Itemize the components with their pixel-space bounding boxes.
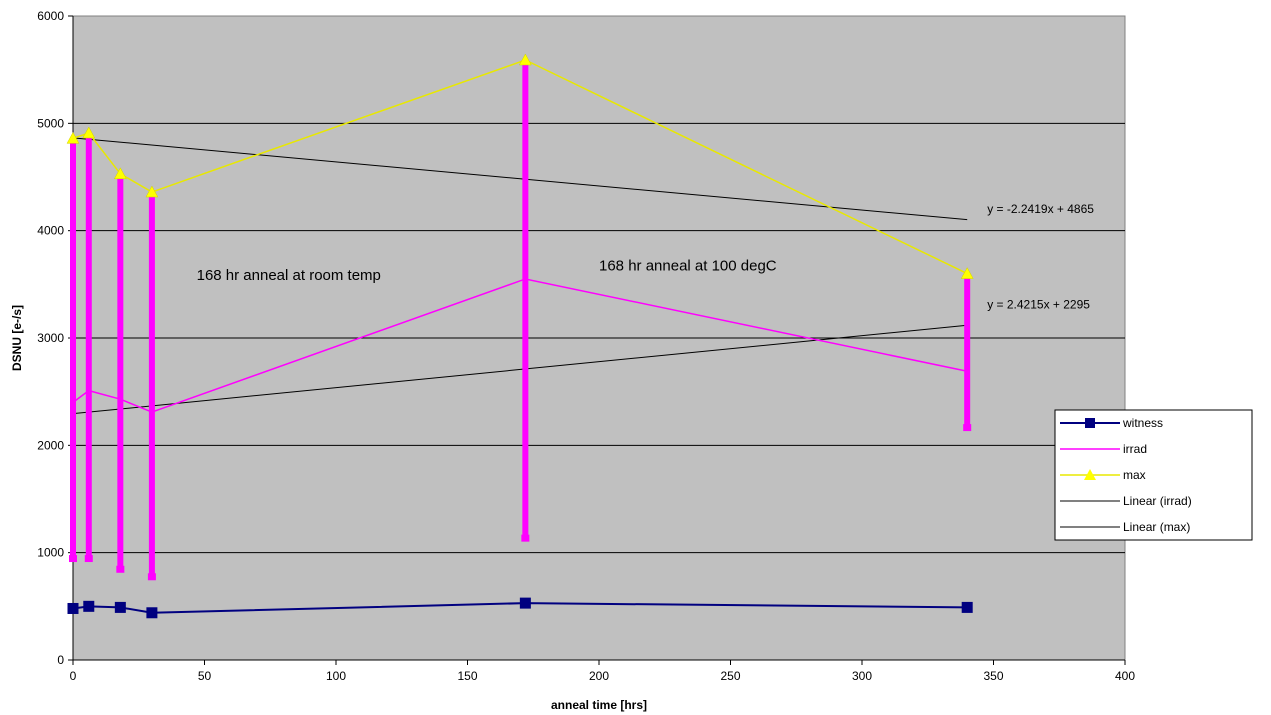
point-max	[82, 126, 96, 139]
legend-label: witness	[1122, 416, 1163, 430]
gridlines	[73, 122, 1125, 554]
x-tick-label: 400	[1115, 669, 1135, 683]
point-witness	[146, 607, 158, 619]
range-bar-low-cap	[116, 565, 125, 573]
x-tick-label: 150	[457, 669, 477, 683]
y-tick-label: 2000	[37, 438, 64, 452]
legend-label: max	[1123, 468, 1146, 482]
x-tick-label: 250	[720, 669, 740, 683]
x-tick-label: 350	[983, 669, 1003, 683]
legend-label: Linear (irrad)	[1123, 494, 1192, 508]
legend-label: Linear (max)	[1123, 520, 1190, 534]
x-tick-label: 200	[589, 669, 609, 683]
trendlines: y = 2.4215x + 2295 y = -2.2419x + 4865	[72, 137, 1094, 415]
legend: witness irrad max Linear (irrad) Linear (max…	[1054, 409, 1253, 541]
point-witness	[83, 600, 95, 612]
y-tick-label: 6000	[37, 9, 64, 23]
legend-marker-witness	[1085, 418, 1095, 428]
y-tick-label: 1000	[37, 546, 64, 560]
point-max	[960, 267, 974, 279]
range-bar-low-cap	[521, 534, 530, 542]
point-witness	[519, 597, 531, 609]
legend-label: irrad	[1123, 442, 1147, 456]
x-tick-label: 300	[852, 669, 872, 683]
y-tick-label: 0	[57, 653, 64, 667]
y-tick-label: 3000	[37, 331, 64, 345]
range-bars	[69, 60, 972, 581]
point-witness	[961, 601, 973, 613]
annotations: 168 hr anneal at room temp 168 hr anneal …	[197, 257, 777, 284]
trendline-equation: y = 2.4215x + 2295	[987, 298, 1090, 312]
point-max	[518, 53, 532, 66]
point-max	[66, 131, 80, 144]
x-axis-title: anneal time [hrs]	[551, 698, 647, 712]
y-tick-label: 4000	[37, 224, 64, 238]
range-bar-low-cap	[963, 424, 972, 432]
y-axis-title: DSNU [e-/s]	[10, 305, 24, 371]
x-tick-label: 50	[198, 669, 212, 683]
y-axis: 0 1000 2000 3000 4000 5000 6000	[37, 9, 74, 667]
y-tick-label: 5000	[37, 116, 64, 130]
trendline	[72, 137, 968, 221]
annotation: 168 hr anneal at 100 degC	[599, 257, 777, 274]
range-bar-low-cap	[84, 555, 93, 563]
x-axis: 0 50 100 150 200 250 300 350 400	[70, 659, 1135, 683]
x-tick-label: 0	[70, 669, 77, 683]
trendline-equation: y = -2.2419x + 4865	[987, 202, 1094, 216]
point-witness	[67, 602, 79, 614]
point-witness	[114, 601, 126, 613]
range-bar-low-cap	[69, 555, 77, 563]
x-tick-label: 100	[326, 669, 346, 683]
series-line-irrad	[72, 278, 968, 413]
range-bar-low-cap	[147, 573, 156, 581]
annotation: 168 hr anneal at room temp	[197, 267, 381, 284]
legend-marker-max	[1084, 469, 1096, 480]
point-max	[145, 185, 159, 198]
series-lines	[66, 53, 974, 619]
point-max	[113, 167, 127, 180]
